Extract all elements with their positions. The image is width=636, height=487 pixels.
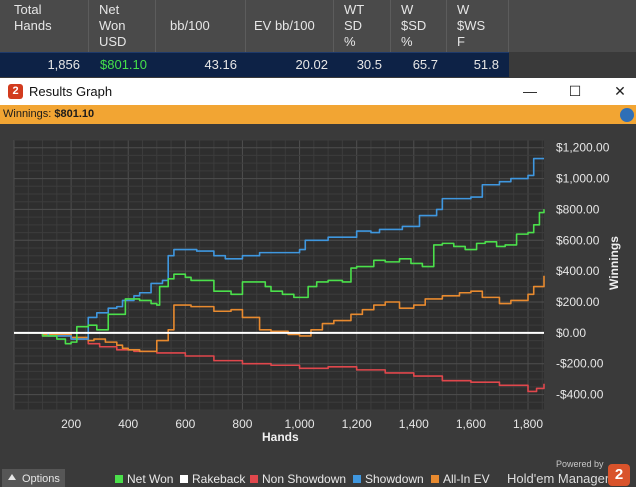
y-tick-label: $1,000.00 bbox=[556, 172, 610, 186]
legend-label: Non Showdown bbox=[262, 472, 347, 486]
x-tick-label: 600 bbox=[175, 417, 195, 431]
legend-label: Net Won bbox=[127, 472, 174, 486]
cell-wsd: 65.7 bbox=[412, 57, 438, 72]
window-title: Results Graph bbox=[29, 84, 113, 99]
y-axis-title: Winnings bbox=[599, 236, 636, 300]
legend-swatch bbox=[250, 475, 258, 483]
x-tick-label: 1,200 bbox=[342, 417, 372, 431]
x-tick-label: 200 bbox=[61, 417, 81, 431]
x-tick-label: 1,000 bbox=[285, 417, 315, 431]
col-wtsd[interactable]: WT SD % bbox=[334, 0, 391, 52]
column-header-label: WT SD % bbox=[344, 2, 365, 49]
y-tick-label: $600.00 bbox=[556, 233, 600, 247]
legend-swatch bbox=[180, 475, 188, 483]
stats-empty-area bbox=[509, 52, 636, 77]
cell-ev-bb-100: 20.02 bbox=[295, 57, 328, 72]
chart-grid bbox=[13, 139, 544, 411]
powered-by-text: Powered by bbox=[556, 459, 604, 469]
brand-footer: Powered by Hold'em Manager 2 bbox=[506, 459, 636, 487]
winnings-value: $801.10 bbox=[54, 108, 95, 120]
legend-swatch bbox=[353, 475, 361, 483]
legend-swatch bbox=[115, 475, 123, 483]
series-line-net-won bbox=[14, 209, 545, 345]
col-ev-bb-100[interactable]: EV bb/100 bbox=[246, 0, 334, 52]
legend-label: Rakeback bbox=[192, 472, 246, 486]
cell-bb-100: 43.16 bbox=[204, 57, 237, 72]
hm2-logo-icon: 2 bbox=[608, 464, 630, 486]
x-tick-label: 800 bbox=[232, 417, 252, 431]
y-tick-label: -$400.00 bbox=[556, 388, 604, 402]
legend-label: Showdown bbox=[365, 472, 424, 486]
col-net-won[interactable]: Net Won USD bbox=[89, 0, 156, 52]
y-axis-ticks: $1,200.00 $1,000.00 $800.00 $600.00 $400.00 $… bbox=[556, 141, 610, 402]
legend-item-rakeback[interactable]: Rakeback bbox=[180, 472, 245, 486]
col-bb-100[interactable]: bb/100 bbox=[156, 0, 246, 52]
options-label: Options bbox=[22, 473, 60, 485]
minimize-button[interactable]: — bbox=[523, 83, 537, 99]
column-header-label: W $SD % bbox=[401, 2, 427, 49]
legend-label: All-In EV bbox=[443, 472, 490, 486]
series-line-non-showdown bbox=[14, 332, 545, 393]
winnings-strip: Winnings: $801.10 bbox=[0, 105, 636, 124]
close-button[interactable]: ✕ bbox=[614, 83, 626, 99]
column-header-label: Net Won USD bbox=[99, 2, 127, 49]
x-tick-label: 1,600 bbox=[456, 417, 486, 431]
col-total-hands[interactable]: Total Hands bbox=[0, 0, 89, 52]
plot-area bbox=[14, 140, 544, 410]
stats-table-header: Total Hands Net Won USD bb/100 EV bb/100… bbox=[0, 0, 636, 52]
y-tick-label: -$200.00 bbox=[556, 357, 604, 371]
y-tick-label: $400.00 bbox=[556, 264, 600, 278]
brand-name: Hold'em Manager bbox=[507, 471, 610, 486]
legend-item-showdown[interactable]: Showdown bbox=[353, 472, 424, 486]
hm2-app-icon: 2 bbox=[8, 84, 23, 99]
legend-item-non-showdown[interactable]: Non Showdown bbox=[250, 472, 346, 486]
window-titlebar[interactable]: 2 Results Graph — ☐ ✕ bbox=[0, 78, 636, 105]
column-header-label: EV bb/100 bbox=[254, 18, 315, 33]
column-header-label: W $WS F bbox=[457, 2, 486, 49]
y-tick-label: $800.00 bbox=[556, 202, 600, 216]
cell-wtsd: 30.5 bbox=[356, 57, 382, 72]
options-button[interactable]: Options bbox=[2, 469, 65, 487]
cell-net-won: $801.10 bbox=[100, 57, 147, 72]
cell-total-hands: 1,856 bbox=[47, 57, 80, 72]
y-tick-label: $0.00 bbox=[556, 326, 586, 340]
stats-table-row[interactable]: 1,856 $801.10 43.16 20.02 30.5 65.7 51.8 bbox=[0, 52, 509, 77]
legend-swatch bbox=[431, 475, 439, 483]
chart-series bbox=[14, 157, 545, 393]
y-axis-label: Winnings bbox=[607, 236, 621, 290]
x-tick-label: 1,400 bbox=[399, 417, 429, 431]
y-tick-label: $200.00 bbox=[556, 295, 600, 309]
x-axis-ticks: 200 400 600 800 1,000 1,200 1,400 1,600 1,800 bbox=[61, 417, 543, 431]
column-header-label: Total Hands bbox=[14, 2, 52, 33]
maximize-button[interactable]: ☐ bbox=[568, 83, 582, 99]
y-tick-label: $1,200.00 bbox=[556, 141, 610, 155]
col-wsd[interactable]: W $SD % bbox=[391, 0, 447, 52]
x-tick-label: 400 bbox=[118, 417, 138, 431]
series-line-showdown bbox=[14, 157, 544, 340]
winnings-summary: Winnings: $801.10 bbox=[3, 108, 94, 120]
legend-item-all-in-ev[interactable]: All-In EV bbox=[431, 472, 490, 486]
x-axis-title: Hands bbox=[262, 430, 299, 444]
series-line-all-in-ev bbox=[14, 275, 545, 353]
x-tick-label: 1,800 bbox=[513, 417, 543, 431]
col-wwsf[interactable]: W $WS F bbox=[447, 0, 509, 52]
cell-wwsf: 51.8 bbox=[473, 57, 499, 72]
column-header-label: bb/100 bbox=[170, 18, 210, 33]
help-icon[interactable] bbox=[620, 108, 634, 122]
winnings-label: Winnings: bbox=[3, 108, 52, 120]
legend-item-net-won[interactable]: Net Won bbox=[115, 472, 173, 486]
triangle-up-icon bbox=[8, 474, 16, 480]
